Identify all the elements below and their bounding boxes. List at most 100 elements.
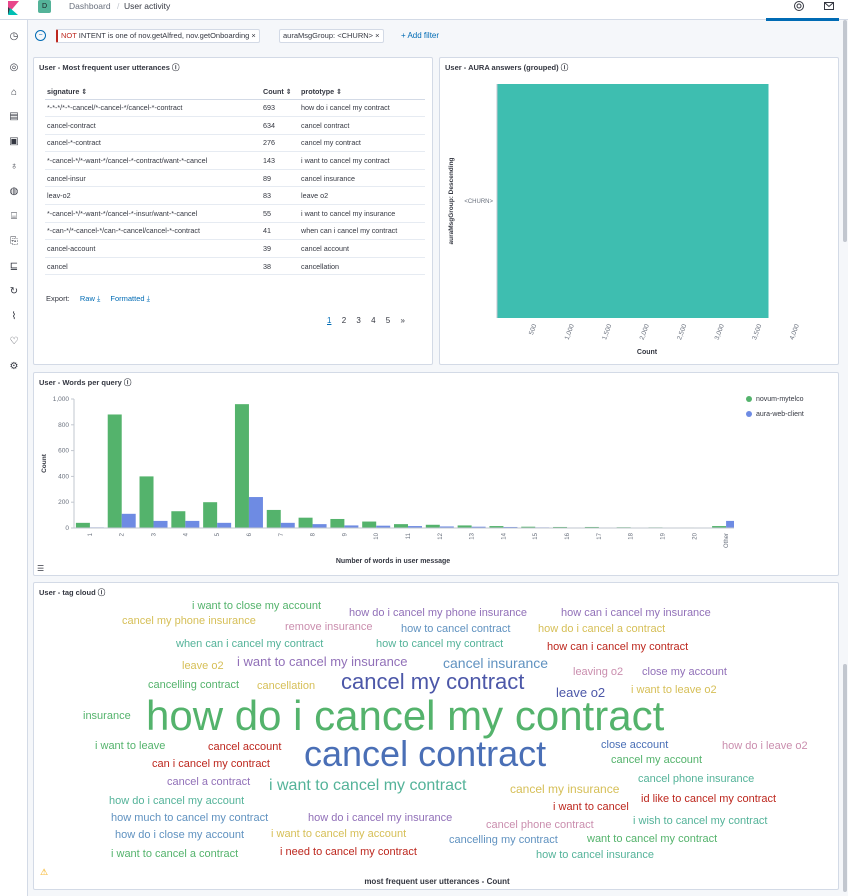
discover-icon[interactable]: ◎ <box>9 62 19 73</box>
tag-cloud-word[interactable]: when can i cancel my contract <box>176 638 324 650</box>
tag-cloud-word[interactable]: cancel insurance <box>443 655 549 671</box>
cell-prototype[interactable]: cancel contract <box>299 116 425 135</box>
ml-icon[interactable]: ◍ <box>9 186 19 197</box>
cell-signature[interactable]: leav-o2 <box>45 186 261 206</box>
bar-aura-web-client-10[interactable] <box>376 525 391 528</box>
bar-aura-web-client-2[interactable] <box>121 513 136 528</box>
tag-cloud-word[interactable]: how to cancel my contract <box>376 638 504 650</box>
filter-pill-intent[interactable]: NOT INTENT is one of nov.getAlfred, nov.… <box>56 29 260 43</box>
cell-signature[interactable]: cancel-insur <box>45 169 261 188</box>
bar-aura-web-client-14[interactable] <box>503 526 518 528</box>
page-link[interactable]: 4 <box>371 316 376 325</box>
export-formatted-link[interactable]: Formatted ⤓ <box>110 294 150 303</box>
tag-cloud-word[interactable]: i want to leave <box>95 740 166 752</box>
bar-novum-mytelco-12[interactable] <box>425 524 440 528</box>
close-icon[interactable]: × <box>375 31 380 40</box>
bar-novum-mytelco-9[interactable] <box>330 518 345 528</box>
tag-cloud-word[interactable]: cancel my insurance <box>510 782 620 796</box>
cell-count[interactable]: 39 <box>261 239 299 258</box>
save-button-edge[interactable] <box>766 18 839 21</box>
cell-prototype[interactable]: cancellation <box>299 257 425 276</box>
tag-cloud-word[interactable]: how much to cancel my contract <box>111 812 269 824</box>
tag-cloud-word[interactable]: close account <box>601 739 669 751</box>
info-icon[interactable]: ⓘ <box>97 588 106 597</box>
tag-cloud-word[interactable]: how do i cancel a contract <box>538 623 666 635</box>
maps-icon[interactable]: ♁ <box>10 161 18 172</box>
bar-novum-mytelco-1[interactable] <box>75 522 90 528</box>
cell-signature[interactable]: *-*-*/*-*-cancel/*-cancel-*/cancel-*-con… <box>45 99 261 118</box>
tag-cloud-word[interactable]: i need to cancel my contract <box>280 846 417 858</box>
cell-prototype[interactable]: cancel account <box>299 239 425 258</box>
tag-cloud-word[interactable]: how do i leave o2 <box>722 740 808 752</box>
next-page-icon[interactable]: » <box>400 316 405 325</box>
bar-novum-mytelco-17[interactable] <box>584 526 599 528</box>
cell-signature[interactable]: *-cancel-*/*-want-*/cancel-*-insur/want-… <box>45 204 261 223</box>
tag-cloud-word[interactable]: i want to cancel my account <box>271 828 407 840</box>
bar-aura-web-client-11[interactable] <box>408 526 422 528</box>
breadcrumb-dashboard[interactable]: Dashboard <box>69 1 111 11</box>
cell-signature[interactable]: *-can-*/*-cancel-*/can-*-cancel/cancel-*… <box>45 222 261 241</box>
cell-signature[interactable]: cancel-account <box>45 239 261 258</box>
dashboard-icon[interactable]: ▤ <box>9 111 19 122</box>
management-icon[interactable]: ⚙ <box>9 361 19 372</box>
list-icon[interactable]: ☰ <box>37 564 45 573</box>
tag-cloud-word[interactable]: cancel my phone insurance <box>122 615 256 627</box>
cell-prototype[interactable]: when can i cancel my contract <box>299 222 425 241</box>
bar-novum-mytelco-15[interactable] <box>521 526 536 528</box>
cell-prototype[interactable]: cancel insurance <box>299 169 425 188</box>
export-raw-link[interactable]: Raw ⤓ <box>79 294 101 303</box>
tag-cloud-word[interactable]: i wish to cancel my contract <box>633 815 768 827</box>
tag-cloud-word[interactable]: i want to cancel my insurance <box>237 654 408 669</box>
tag-cloud-word[interactable]: close my account <box>642 666 727 678</box>
bar-novum-mytelco-13[interactable] <box>457 525 472 528</box>
cell-count[interactable]: 693 <box>261 99 299 118</box>
tag-cloud-word[interactable]: how to cancel insurance <box>536 849 655 861</box>
tag-cloud-word[interactable]: cancel phone insurance <box>638 773 755 785</box>
recent-icon[interactable]: ◷ <box>9 31 19 42</box>
tag-cloud-word[interactable]: cancel account <box>208 741 282 753</box>
bar-aura-web-client-9[interactable] <box>344 525 359 528</box>
cell-count[interactable]: 634 <box>261 116 299 135</box>
space-avatar[interactable]: D <box>38 0 51 13</box>
bar-aura-web-client-Other[interactable] <box>726 520 734 528</box>
bar-novum-mytelco-7[interactable] <box>266 509 281 528</box>
tag-cloud-word[interactable]: how can i cancel my contract <box>547 641 689 653</box>
bar-novum-mytelco-Other[interactable] <box>712 526 727 528</box>
tag-cloud-word[interactable]: i want to close my account <box>192 600 322 612</box>
bar-novum-mytelco-8[interactable] <box>298 517 313 528</box>
bar-novum-mytelco-11[interactable] <box>394 524 408 528</box>
canvas-icon[interactable]: ▣ <box>9 136 19 147</box>
cell-count[interactable]: 55 <box>261 204 299 223</box>
monitoring-icon[interactable]: ♡ <box>9 336 19 347</box>
visualize-icon[interactable]: ⌂ <box>10 87 18 98</box>
cell-count[interactable]: 83 <box>261 186 299 206</box>
tag-cloud-word[interactable]: cancel my contract <box>341 669 525 694</box>
bar-aura-web-client-8[interactable] <box>312 524 327 528</box>
bar-aura-web-client-5[interactable] <box>217 522 232 528</box>
tag-cloud-word[interactable]: cancelling contract <box>148 679 240 691</box>
bar-aura-web-client-7[interactable] <box>280 522 295 528</box>
cell-count[interactable]: 38 <box>261 257 299 276</box>
cell-signature[interactable]: cancel-*-contract <box>45 134 261 153</box>
legend-item-novum-mytelco[interactable]: novum-mytelco <box>746 396 803 403</box>
sort-icon[interactable]: ⇕ <box>81 86 88 96</box>
cell-prototype[interactable]: cancel my contract <box>299 134 425 153</box>
cell-signature[interactable]: cancel <box>45 257 261 276</box>
tag-cloud-word[interactable]: cancel my account <box>611 754 703 766</box>
tag-cloud-word[interactable]: cancel a contract <box>167 776 251 788</box>
bar-aura-web-client-12[interactable] <box>439 526 454 528</box>
bar-novum-mytelco-6[interactable] <box>234 404 249 528</box>
tag-cloud-word[interactable]: i want to cancel a contract <box>111 848 239 860</box>
tag-cloud-word[interactable]: id like to cancel my contract <box>641 793 777 805</box>
tag-cloud-word[interactable]: cancelling my contract <box>449 834 558 846</box>
bar-novum-mytelco-16[interactable] <box>553 526 568 528</box>
tag-cloud-word[interactable]: can i cancel my contract <box>152 758 270 770</box>
cell-prototype[interactable]: how do i cancel my contract <box>299 99 425 118</box>
tag-cloud-word[interactable]: how to cancel contract <box>401 623 511 635</box>
cell-count[interactable]: 143 <box>261 151 299 170</box>
column-header-count[interactable]: Count ⇕ <box>261 84 299 100</box>
tag-cloud-word[interactable]: how do i cancel my phone insurance <box>349 607 527 619</box>
bar-novum-mytelco-5[interactable] <box>203 502 218 528</box>
info-icon[interactable]: ⓘ <box>123 378 132 387</box>
bar-novum-mytelco-14[interactable] <box>489 526 504 528</box>
